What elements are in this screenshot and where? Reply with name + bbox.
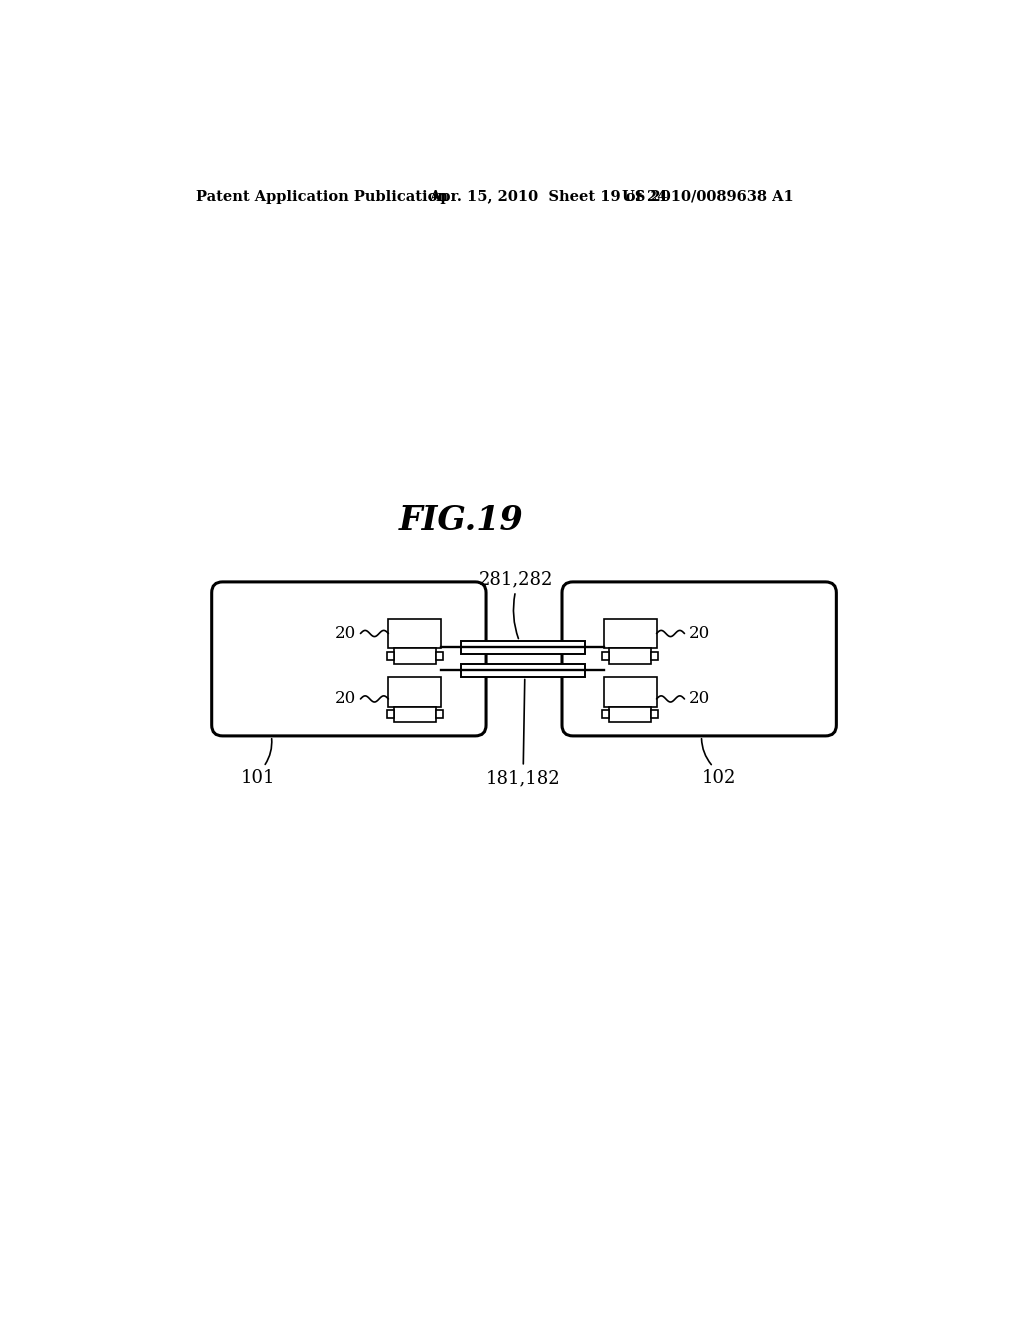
Text: 181,182: 181,182 [486,770,560,787]
Text: 20: 20 [689,624,711,642]
Bar [609,648,651,664]
Text: US 2010/0089638 A1: US 2010/0089638 A1 [623,190,795,203]
Text: 281,282: 281,282 [478,570,553,589]
Bar [387,652,394,660]
Bar [651,710,658,718]
Text: Apr. 15, 2010  Sheet 19 of 24: Apr. 15, 2010 Sheet 19 of 24 [429,190,667,203]
Bar [461,664,586,677]
Text: 20: 20 [335,624,356,642]
Bar [602,710,609,718]
Bar [435,710,442,718]
Text: FIG.19: FIG.19 [399,504,523,537]
Bar [609,706,651,722]
FancyBboxPatch shape [562,582,837,737]
Text: 20: 20 [689,690,711,708]
Text: Patent Application Publication: Patent Application Publication [197,190,449,203]
Bar [651,652,658,660]
Bar [602,652,609,660]
Bar [387,710,394,718]
Bar [435,652,442,660]
Bar [388,677,441,706]
FancyBboxPatch shape [212,582,486,737]
Text: 20: 20 [335,690,356,708]
Bar [394,706,435,722]
Bar [604,677,656,706]
Bar [394,648,435,664]
Bar [604,619,656,648]
Text: 101: 101 [241,770,275,787]
Bar [461,642,586,653]
Bar [388,619,441,648]
Text: 102: 102 [701,770,735,787]
